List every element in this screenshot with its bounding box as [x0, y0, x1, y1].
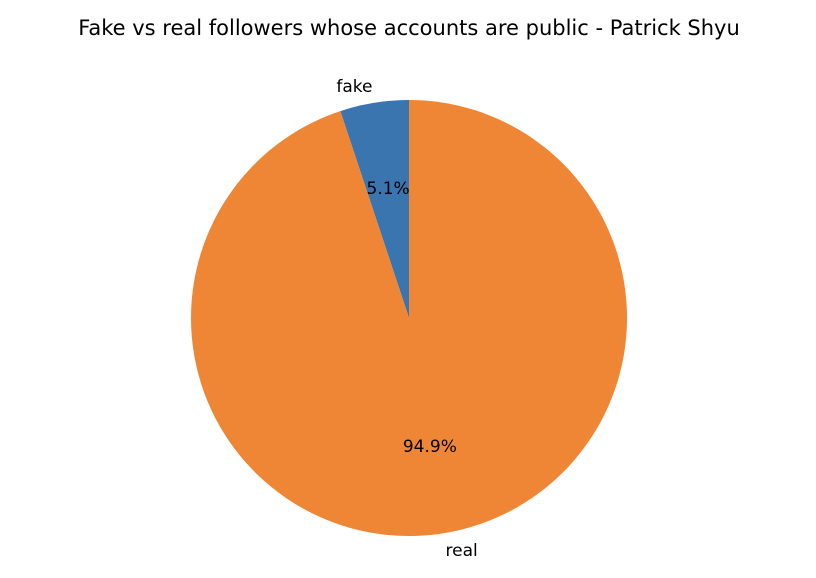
chart-title: Fake vs real followers whose accounts ar… [78, 16, 740, 40]
slice-label-fake: fake [336, 77, 372, 97]
pie-labels: fake 5.1% real 94.9% [336, 77, 477, 561]
pie-slices [191, 99, 628, 536]
slice-label-real: real [446, 541, 478, 561]
pie-slice-real [191, 99, 628, 536]
pie-slice-fake [340, 100, 409, 318]
slice-percent-real: 94.9% [403, 437, 457, 457]
slice-percent-fake: 5.1% [367, 179, 410, 199]
